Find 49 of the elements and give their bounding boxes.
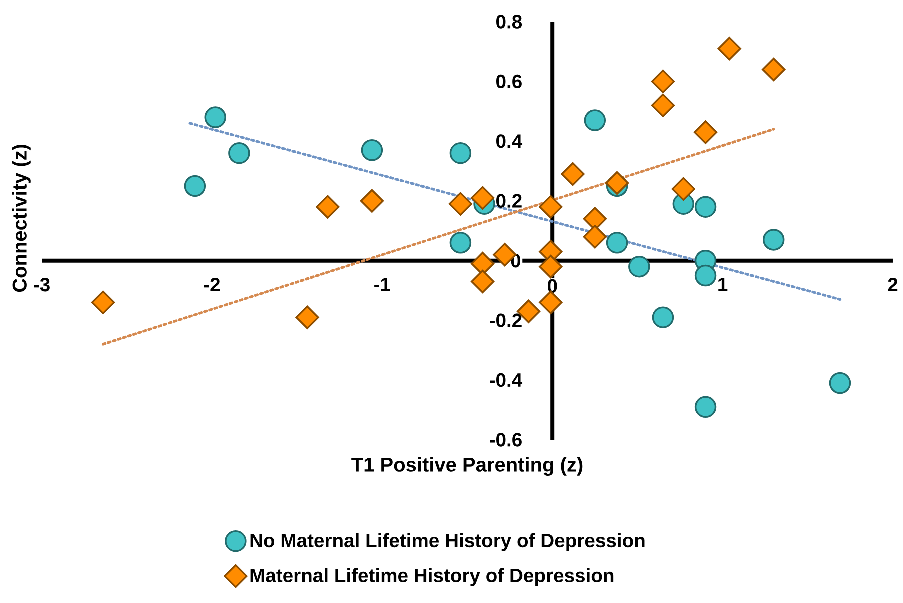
y-tick-label: -0.4: [490, 373, 523, 388]
point: [672, 177, 696, 202]
point: [584, 110, 606, 132]
point: [651, 70, 676, 94]
point: [228, 142, 250, 164]
point: [694, 120, 718, 144]
x-tick-label: -3: [34, 278, 50, 292]
legend-label: No Maternal Lifetime History of Depression: [250, 533, 645, 552]
y-tick-label: -0.2: [490, 314, 522, 328]
point: [360, 189, 384, 213]
point: [606, 232, 628, 254]
point: [652, 306, 674, 328]
point: [296, 306, 320, 330]
point: [91, 290, 116, 314]
point: [316, 195, 340, 219]
point: [450, 142, 472, 164]
x-axis-title: T1 Positive Parenting (z): [352, 457, 583, 476]
y-tick-label: 0.4: [496, 134, 523, 148]
x-tick-label: -1: [374, 278, 390, 292]
x-tick-label: 1: [718, 278, 728, 292]
point: [829, 372, 852, 394]
point: [718, 37, 742, 61]
point: [694, 264, 717, 287]
point: [628, 256, 650, 278]
point: [448, 192, 472, 216]
point: [471, 186, 495, 210]
point: [450, 232, 472, 254]
legend-label: Maternal Lifetime History of Depression: [250, 568, 614, 586]
point: [651, 94, 676, 118]
point: [583, 225, 607, 249]
point: [539, 195, 563, 219]
point: [184, 175, 206, 198]
point: [204, 106, 226, 128]
point: [762, 229, 785, 251]
point: [561, 162, 585, 186]
x-tick-label: -2: [204, 278, 220, 292]
point: [762, 58, 786, 82]
point: [361, 140, 384, 162]
point: [605, 171, 630, 196]
y-axis-title: Connectivity (z): [12, 145, 31, 292]
point: [694, 196, 717, 218]
point: [694, 396, 717, 418]
y-tick-label: 0.2: [496, 194, 522, 208]
y-tick-label: 0.6: [496, 74, 522, 89]
y-tick-label: -0.6: [490, 433, 522, 447]
y-tick-label: 0.8: [496, 15, 522, 29]
x-tick-label: 2: [888, 278, 898, 292]
point: [471, 270, 495, 294]
point: [539, 255, 563, 279]
